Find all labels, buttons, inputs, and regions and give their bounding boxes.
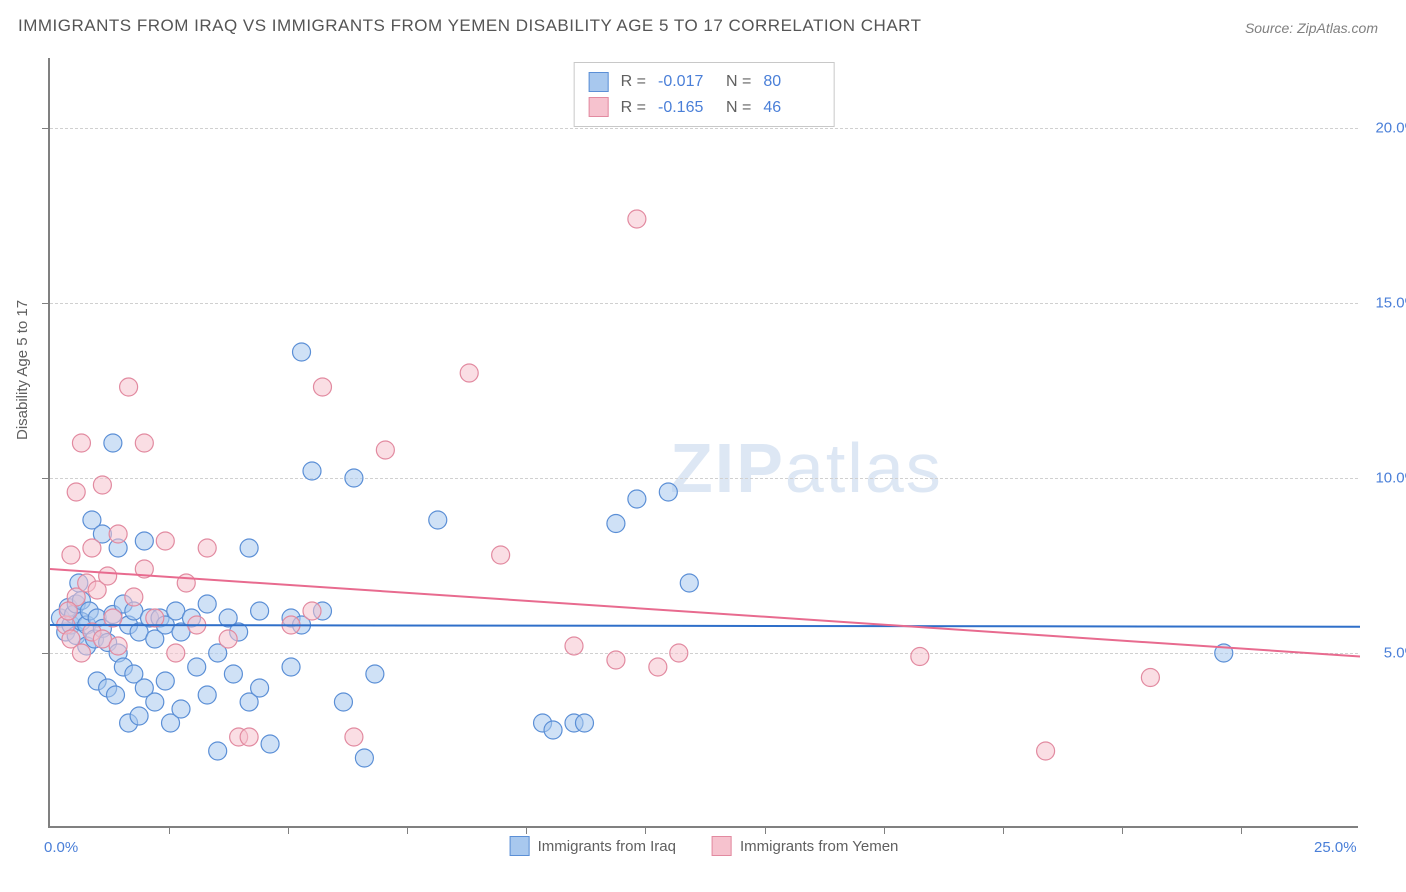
data-point — [607, 515, 625, 533]
data-point — [109, 637, 127, 655]
data-point — [251, 602, 269, 620]
data-point — [156, 532, 174, 550]
data-point — [575, 714, 593, 732]
data-point — [146, 693, 164, 711]
scatter-svg — [50, 58, 1360, 828]
y-tick-label: 15.0% — [1375, 295, 1406, 312]
legend-item-iraq: Immigrants from Iraq — [510, 836, 676, 856]
data-point — [492, 546, 510, 564]
data-point — [135, 532, 153, 550]
data-point — [911, 648, 929, 666]
data-point — [628, 210, 646, 228]
swatch-yemen — [589, 97, 609, 117]
data-point — [659, 483, 677, 501]
data-point — [83, 539, 101, 557]
r-label-0: R = — [621, 69, 646, 95]
r-label-1: R = — [621, 95, 646, 121]
data-point — [198, 595, 216, 613]
chart-plot-area: ZIPatlas 5.0%10.0%15.0%20.0% 0.0%25.0% R… — [48, 58, 1358, 828]
x-tick-label: 25.0% — [1314, 839, 1357, 856]
n-label-0: N = — [726, 69, 751, 95]
data-point — [209, 742, 227, 760]
legend-label-iraq: Immigrants from Iraq — [538, 838, 676, 855]
stats-row-1: R = -0.165 N = 46 — [589, 95, 820, 121]
data-point — [62, 546, 80, 564]
x-tick-label: 0.0% — [44, 839, 78, 856]
y-tick-label: 5.0% — [1384, 645, 1406, 662]
data-point — [355, 749, 373, 767]
data-point — [198, 686, 216, 704]
data-point — [240, 728, 258, 746]
data-point — [109, 525, 127, 543]
data-point — [334, 693, 352, 711]
source-label: Source: ZipAtlas.com — [1245, 20, 1378, 36]
y-axis-title: Disability Age 5 to 17 — [14, 300, 31, 440]
trend-line — [50, 569, 1360, 657]
data-point — [628, 490, 646, 508]
n-label-1: N = — [726, 95, 751, 121]
data-point — [261, 735, 279, 753]
stats-legend: R = -0.017 N = 80 R = -0.165 N = 46 — [574, 62, 835, 127]
r-value-1: -0.165 — [658, 95, 714, 121]
data-point — [293, 343, 311, 361]
data-point — [125, 588, 143, 606]
data-point — [1037, 742, 1055, 760]
data-point — [303, 602, 321, 620]
n-value-1: 46 — [763, 95, 819, 121]
data-point — [460, 364, 478, 382]
data-point — [376, 441, 394, 459]
data-point — [104, 434, 122, 452]
legend-item-yemen: Immigrants from Yemen — [712, 836, 898, 856]
n-value-0: 80 — [763, 69, 819, 95]
data-point — [251, 679, 269, 697]
legend-swatch-yemen — [712, 836, 732, 856]
data-point — [345, 728, 363, 746]
legend-swatch-iraq — [510, 836, 530, 856]
data-point — [345, 469, 363, 487]
swatch-iraq — [589, 72, 609, 92]
data-point — [607, 651, 625, 669]
data-point — [649, 658, 667, 676]
data-point — [680, 574, 698, 592]
data-point — [135, 434, 153, 452]
data-point — [107, 686, 125, 704]
y-tick-label: 20.0% — [1375, 120, 1406, 137]
trend-line — [50, 625, 1360, 627]
data-point — [565, 637, 583, 655]
data-point — [120, 378, 138, 396]
data-point — [59, 602, 77, 620]
data-point — [303, 462, 321, 480]
data-point — [156, 672, 174, 690]
data-point — [366, 665, 384, 683]
data-point — [670, 644, 688, 662]
data-point — [429, 511, 447, 529]
data-point — [172, 700, 190, 718]
chart-title: IMMIGRANTS FROM IRAQ VS IMMIGRANTS FROM … — [18, 16, 922, 36]
data-point — [544, 721, 562, 739]
data-point — [67, 483, 85, 501]
data-point — [219, 630, 237, 648]
data-point — [72, 644, 90, 662]
data-point — [240, 539, 258, 557]
data-point — [188, 658, 206, 676]
y-tick-label: 10.0% — [1375, 470, 1406, 487]
data-point — [72, 434, 90, 452]
data-point — [93, 476, 111, 494]
legend-label-yemen: Immigrants from Yemen — [740, 838, 898, 855]
stats-row-0: R = -0.017 N = 80 — [589, 69, 820, 95]
data-point — [167, 644, 185, 662]
data-point — [1141, 669, 1159, 687]
data-point — [130, 707, 148, 725]
data-point — [282, 658, 300, 676]
data-point — [99, 567, 117, 585]
data-point — [224, 665, 242, 683]
bottom-legend: Immigrants from Iraq Immigrants from Yem… — [510, 836, 899, 856]
data-point — [313, 378, 331, 396]
r-value-0: -0.017 — [658, 69, 714, 95]
data-point — [198, 539, 216, 557]
